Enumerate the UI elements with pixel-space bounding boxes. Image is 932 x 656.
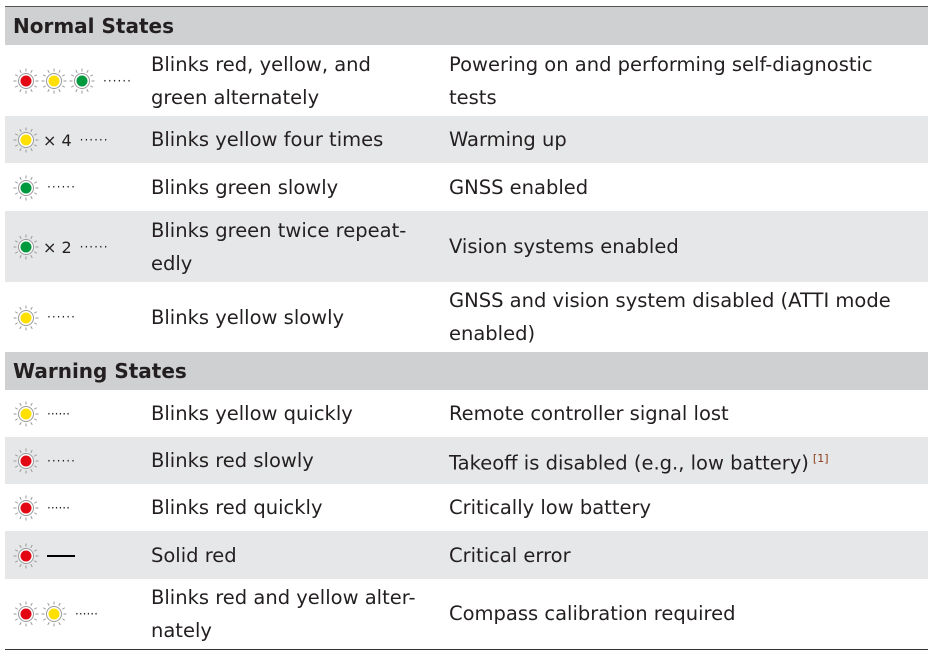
description: Solid red <box>143 531 441 579</box>
table-row: ······ Blinks red, yellow, and green alt… <box>5 45 928 116</box>
description: Blinks yellow quickly <box>151 402 353 425</box>
meaning: Takeoff is disabled (e.g., low battery)[… <box>441 437 928 484</box>
led-status-table: Normal States ······ Blinks red, yellow, … <box>5 6 928 650</box>
meaning-text: Vision systems enabled <box>449 235 679 258</box>
meaning-text: Powering on and performing self-diagnost… <box>449 52 873 109</box>
meaning: Powering on and performing self-diagnost… <box>441 45 928 116</box>
green-led-icon <box>13 234 39 260</box>
section-title: Warning States <box>5 352 928 390</box>
slow-blink-dots-icon: ······ <box>47 180 76 194</box>
meaning: Critical error <box>441 531 928 579</box>
meaning-text: Compass calibration required <box>449 602 736 626</box>
table-row: ······ Blinks red and yellow alter-natel… <box>5 579 928 649</box>
meaning-text: Takeoff is disabled (e.g., low battery) <box>449 451 809 475</box>
section-header: Warning States <box>5 352 928 390</box>
yellow-led-icon <box>41 601 67 627</box>
slow-blink-dots-icon: ······ <box>79 239 109 254</box>
indicator-cell: ······ <box>5 484 143 531</box>
meaning-text: GNSS and vision system disabled (ATTI mo… <box>449 289 891 345</box>
footnote-ref[interactable]: [1] <box>812 451 829 465</box>
red-led-icon <box>13 543 39 569</box>
solid-line-icon <box>47 555 75 557</box>
table-row: × 2 ······ Blinks green twice repeat-edly… <box>5 211 928 282</box>
yellow-led-icon <box>41 68 67 94</box>
indicator-cell: ······ <box>5 163 143 211</box>
table-row: ······ Blinks red slowly Takeoff is disa… <box>5 437 928 484</box>
table-row: × 4 ······ Blinks yellow four times Warmi… <box>5 116 928 163</box>
indicator-cell: ······ <box>5 390 143 437</box>
yellow-led-icon <box>13 305 39 330</box>
table-row: ······ Blinks yellow quickly Remote cont… <box>5 390 928 437</box>
description: Blinks red, yellow, and green alternatel… <box>151 52 371 109</box>
red-led-icon <box>13 495 39 521</box>
meaning: GNSS and vision system disabled (ATTI mo… <box>441 282 928 352</box>
blink-count: × 2 <box>43 237 72 257</box>
description: Blinks yellow four times <box>143 116 441 163</box>
quick-blink-dots-icon: ······ <box>47 500 70 515</box>
quick-blink-dots-icon: ······ <box>75 606 98 621</box>
description: Blinks green slowly <box>151 175 339 199</box>
table-row: ······ Blinks red quickly Critically low… <box>5 484 928 531</box>
red-led-icon <box>13 68 39 94</box>
meaning: Compass calibration required <box>441 579 928 649</box>
green-led-icon <box>69 68 95 94</box>
meaning-text: Critically low battery <box>449 496 652 519</box>
green-led-icon <box>13 175 39 200</box>
indicator-cell: ······ <box>5 437 143 484</box>
meaning: Remote controller signal lost <box>441 390 928 437</box>
meaning-text: Warming up <box>449 128 567 151</box>
indicator-cell: ······ <box>5 45 143 116</box>
meaning-text: Remote controller signal lost <box>449 402 729 425</box>
description: Blinks red quickly <box>151 496 323 519</box>
section-title: Normal States <box>5 6 928 45</box>
indicator-cell: × 2 ······ <box>5 211 143 282</box>
yellow-led-icon <box>13 127 39 153</box>
slow-blink-dots-icon: ······ <box>103 73 132 88</box>
yellow-led-icon <box>13 401 39 427</box>
meaning: GNSS enabled <box>441 163 928 211</box>
description: Blinks red slowly <box>143 437 441 484</box>
meaning: Vision systems enabled <box>441 211 928 282</box>
description: Blinks green twice repeat-edly <box>143 211 441 282</box>
indicator-cell: ······ <box>5 579 143 649</box>
indicator-cell: ······ <box>5 282 143 352</box>
meaning-text: GNSS enabled <box>449 175 589 199</box>
red-led-icon <box>13 601 39 627</box>
description: Blinks red and yellow alter-nately <box>151 585 416 642</box>
table-row: ······ Blinks green slowly GNSS enabled <box>5 163 928 211</box>
indicator-cell: × 4 ······ <box>5 116 143 163</box>
slow-blink-dots-icon: ······ <box>79 132 109 147</box>
table-row: ······ Blinks yellow slowly GNSS and vis… <box>5 282 928 352</box>
section-header: Normal States <box>5 6 928 45</box>
meaning: Warming up <box>441 116 928 163</box>
indicator-cell <box>5 531 143 579</box>
description: Blinks yellow slowly <box>151 305 345 329</box>
table-row: Solid red Critical error <box>5 531 928 579</box>
quick-blink-dots-icon: ······ <box>47 406 70 421</box>
meaning: Critically low battery <box>441 484 928 531</box>
red-led-icon <box>13 448 39 474</box>
slow-blink-dots-icon: ······ <box>47 453 76 468</box>
slow-blink-dots-icon: ······ <box>47 310 76 324</box>
meaning-text: Critical error <box>449 543 571 567</box>
blink-count: × 4 <box>43 130 72 150</box>
